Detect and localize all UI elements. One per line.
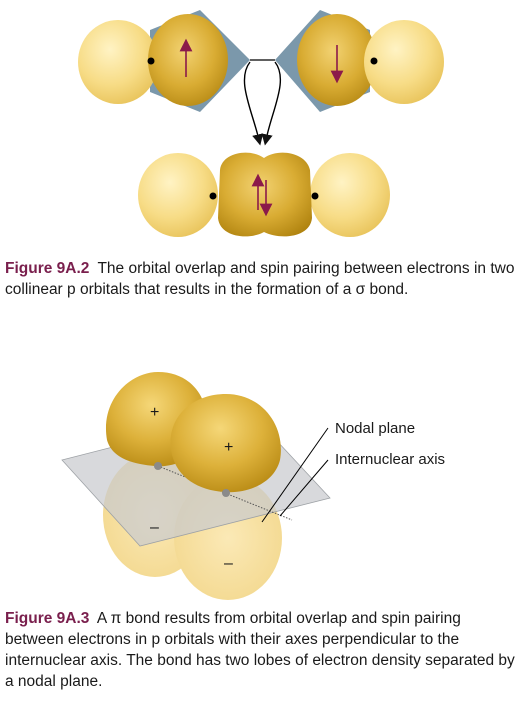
figure-9a2-caption-text: The orbital overlap and spin pairing bet… [5,260,515,298]
sigma-right-nucleus [311,192,319,200]
sigma-left-nucleus [209,192,217,200]
pi-bond-diagram: + + – – Nodal plane Internuclear axis [61,372,445,600]
figure-9a3-caption: Figure 9A.3 A π bond results from orbita… [5,608,515,692]
left-p-orbital [78,14,228,106]
right-nucleus [370,57,378,65]
lower-front-minus-sign: – [224,555,233,572]
left-nucleus [147,57,155,65]
nodal-plane-label: Nodal plane [335,420,415,437]
lower-back-minus-sign: – [150,519,159,536]
sigma-central-lobe [218,152,312,237]
right-orbital-small-lobe [364,20,444,104]
upper-front-plus-sign: + [224,439,233,456]
pi-back-nucleus [154,462,162,470]
internuclear-axis-label: Internuclear axis [335,451,445,468]
figure-9a3-label: Figure 9A.3 [5,610,90,627]
sigma-bond-diagram [78,10,444,237]
left-orbital-small-lobe [78,20,158,104]
sigma-left-outer-lobe [138,153,218,237]
figure-9a2-label: Figure 9A.2 [5,260,90,277]
pi-upper-lobes [105,372,281,493]
figure-9a2-caption: Figure 9A.2 The orbital overlap and spin… [5,258,515,300]
sigma-bond-orbital [138,152,390,237]
upper-back-plus-sign: + [150,404,159,421]
figure-9a3-caption-text: A π bond results from orbital overlap an… [5,610,515,690]
pi-front-nucleus [222,489,230,497]
internuclear-axis-leader [279,459,329,517]
combination-arrows [243,59,282,146]
nodal-plane-leader [261,427,329,523]
right-p-orbital [297,14,444,106]
sigma-right-outer-lobe [310,153,390,237]
upper-lobe-front [170,394,281,493]
left-orbital-large-lobe [148,14,228,106]
